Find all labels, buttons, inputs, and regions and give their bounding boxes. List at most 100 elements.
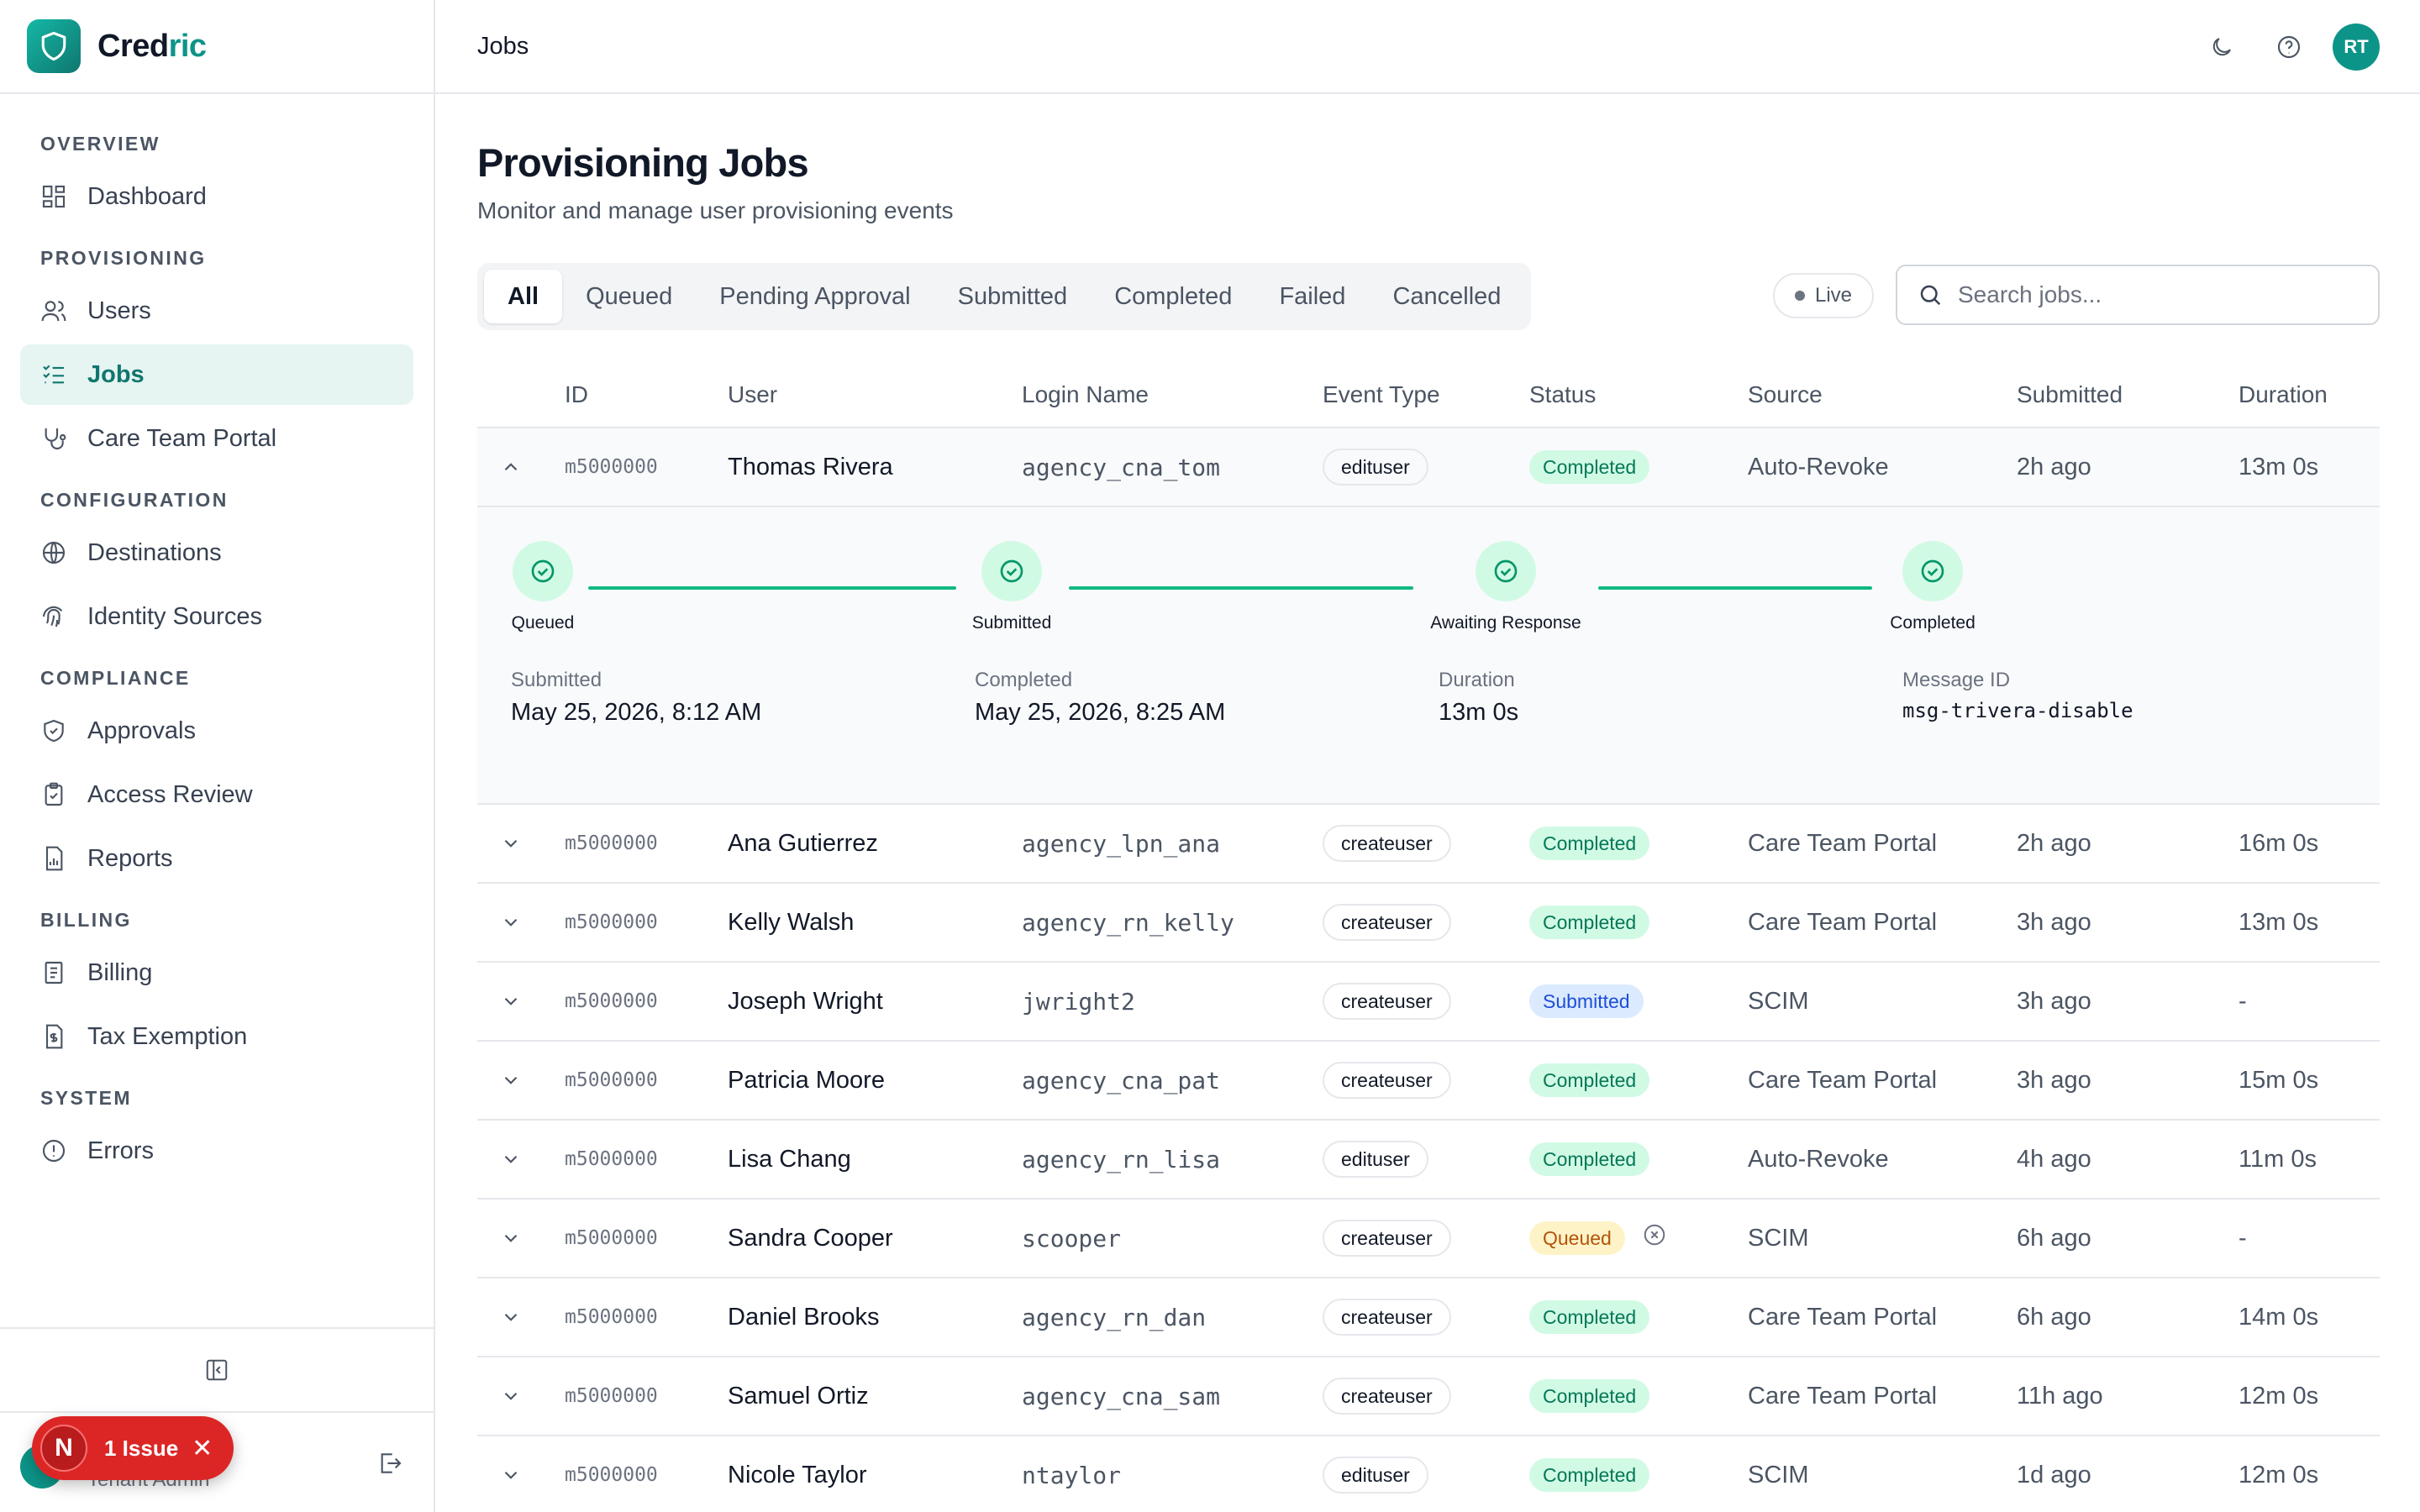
- event-type-cell: edituser: [1323, 1121, 1428, 1198]
- globe-icon: [42, 541, 66, 564]
- job-id: m5000000: [565, 1385, 658, 1407]
- sidebar-item-tax-exemption[interactable]: Tax Exemption: [20, 1006, 413, 1067]
- chevron-down-icon: [504, 918, 518, 927]
- expand-row-button[interactable]: [496, 1278, 526, 1356]
- step-label: Queued: [511, 613, 575, 633]
- sidebar-item-billing[interactable]: Billing: [20, 942, 413, 1003]
- sidebar-item-users[interactable]: Users: [20, 281, 413, 341]
- help-button[interactable]: [2265, 24, 2312, 71]
- sidebar-item-access-review[interactable]: Access Review: [20, 764, 413, 825]
- sidebar-item-errors[interactable]: Errors: [20, 1121, 413, 1181]
- close-icon[interactable]: ✕: [192, 1434, 213, 1462]
- status-cell: Completed: [1529, 428, 1650, 506]
- event-type-cell: edituser: [1323, 428, 1428, 506]
- column-header-status[interactable]: Status: [1529, 381, 1597, 407]
- table-row[interactable]: m5000000 Sandra Cooper scooper createuser Qu…: [477, 1200, 2380, 1278]
- job-submitted: 4h ago: [2017, 1145, 2091, 1173]
- sidebar-item-jobs[interactable]: Jobs: [20, 344, 413, 405]
- event-type-cell: createuser: [1323, 1200, 1451, 1277]
- column-header-duration[interactable]: Duration: [2238, 381, 2328, 407]
- table-row[interactable]: m5000000 Joseph Wright jwright2 createuser S…: [477, 963, 2380, 1042]
- table-row[interactable]: m5000000 Daniel Brooks agency_rn_dan create…: [477, 1278, 2380, 1357]
- job-source: Care Team Portal: [1748, 908, 1938, 936]
- event-type-badge: createuser: [1323, 983, 1451, 1020]
- column-header-source[interactable]: Source: [1748, 381, 1823, 407]
- expand-row-button[interactable]: [496, 1042, 526, 1119]
- sidebar-item-identity-sources[interactable]: Identity Sources: [20, 586, 413, 647]
- collapse-row-button[interactable]: [496, 428, 526, 506]
- meta-value: May 25, 2026, 8:12 AM: [511, 699, 762, 726]
- table-row[interactable]: m5000000 Nicole Taylor ntaylor edituser Comp…: [477, 1436, 2380, 1512]
- chevron-down-icon: [504, 997, 518, 1005]
- chevron-down-icon: [504, 1471, 518, 1479]
- table-row[interactable]: m5000000 Patricia Moore agency_cna_pat crea…: [477, 1042, 2380, 1121]
- job-id: m5000000: [565, 1306, 658, 1328]
- table-row[interactable]: m5000000 Kelly Walsh agency_rn_kelly create…: [477, 884, 2380, 963]
- column-header-submitted[interactable]: Submitted: [2017, 381, 2123, 407]
- theme-toggle-button[interactable]: [2198, 24, 2245, 71]
- expand-row-button[interactable]: [496, 1200, 526, 1277]
- issues-badge[interactable]: N 1 Issue ✕: [32, 1416, 234, 1480]
- logout-button[interactable]: [376, 1450, 403, 1481]
- search-box[interactable]: [1896, 265, 2380, 325]
- search-input[interactable]: [1958, 281, 2344, 308]
- table-row[interactable]: m5000000 Ana Gutierrez agency_lpn_ana creat…: [477, 805, 2380, 884]
- job-id: m5000000: [565, 1464, 658, 1486]
- expand-row-button[interactable]: [496, 1121, 526, 1198]
- table-row[interactable]: m5000000 Samuel Ortiz agency_cna_sam create…: [477, 1357, 2380, 1436]
- expand-row-button[interactable]: [496, 1357, 526, 1435]
- check-circle-icon: [1902, 541, 1963, 601]
- job-submitted: 2h ago: [2017, 829, 2091, 857]
- sidebar-item-destinations[interactable]: Destinations: [20, 522, 413, 583]
- status-badge: Completed: [1529, 1142, 1650, 1176]
- sidebar-item-care-team-portal[interactable]: Care Team Portal: [20, 408, 413, 469]
- expand-row-button[interactable]: [496, 1436, 526, 1512]
- meta-duration: Duration 13m 0s: [1439, 669, 1518, 727]
- table-body: m5000000 Ana Gutierrez agency_lpn_ana creat…: [477, 805, 2380, 1512]
- tab-failed[interactable]: Failed: [1279, 282, 1346, 310]
- job-id: m5000000: [565, 1227, 658, 1249]
- sidebar-item-reports[interactable]: Reports: [20, 828, 413, 889]
- issue-count-label: 1 Issue: [104, 1435, 179, 1461]
- expand-row-button[interactable]: [496, 884, 526, 961]
- tab-all[interactable]: All: [484, 270, 563, 323]
- tab-completed[interactable]: Completed: [1114, 282, 1233, 310]
- section-title-provisioning: PROVISIONING: [40, 246, 207, 269]
- column-header-user[interactable]: User: [728, 381, 778, 407]
- column-header-id[interactable]: ID: [565, 381, 588, 407]
- expand-row-button[interactable]: [496, 805, 526, 882]
- sidebar-item-approvals[interactable]: Approvals: [20, 701, 413, 761]
- sidebar-item-label: Jobs: [87, 360, 145, 388]
- job-submitted: 11h ago: [2017, 1382, 2103, 1410]
- tab-cancelled[interactable]: Cancelled: [1392, 282, 1502, 310]
- page-title: Provisioning Jobs: [477, 140, 809, 185]
- progress-connector: [1069, 586, 1413, 590]
- meta-key: Completed: [975, 669, 1073, 691]
- tab-queued[interactable]: Queued: [586, 282, 673, 310]
- event-type-badge: createuser: [1323, 1378, 1451, 1415]
- avatar[interactable]: RT: [2333, 24, 2380, 71]
- section-title-overview: OVERVIEW: [40, 132, 160, 155]
- brand[interactable]: Credric: [0, 0, 434, 94]
- sidebar-item-label: Reports: [87, 844, 173, 872]
- live-toggle[interactable]: Live: [1773, 273, 1875, 318]
- job-submitted: 6h ago: [2017, 1303, 2091, 1331]
- column-header-event-type[interactable]: Event Type: [1323, 381, 1440, 407]
- cancel-job-button[interactable]: [1642, 1222, 1667, 1254]
- job-submitted: 3h ago: [2017, 1066, 2091, 1094]
- event-type-cell: edituser: [1323, 1436, 1428, 1512]
- timeline-step: Queued: [459, 541, 627, 633]
- job-user: Daniel Brooks: [728, 1303, 880, 1331]
- table-row[interactable]: m5000000 Thomas Rivera agency_cna_tom ed…: [477, 428, 2380, 507]
- expand-row-button[interactable]: [496, 963, 526, 1040]
- sidebar-collapse-icon: [206, 1359, 228, 1381]
- event-type-cell: createuser: [1323, 884, 1451, 961]
- tab-submitted[interactable]: Submitted: [957, 282, 1068, 310]
- column-header-login-name[interactable]: Login Name: [1022, 381, 1149, 407]
- collapse-sidebar-button[interactable]: [0, 1327, 434, 1411]
- job-login: agency_rn_dan: [1022, 1303, 1207, 1331]
- clipboard-check-icon: [45, 782, 63, 806]
- tab-pending-approval[interactable]: Pending Approval: [719, 282, 911, 310]
- table-row[interactable]: m5000000 Lisa Chang agency_rn_lisa edituser…: [477, 1121, 2380, 1200]
- sidebar-item-dashboard[interactable]: Dashboard: [20, 166, 413, 227]
